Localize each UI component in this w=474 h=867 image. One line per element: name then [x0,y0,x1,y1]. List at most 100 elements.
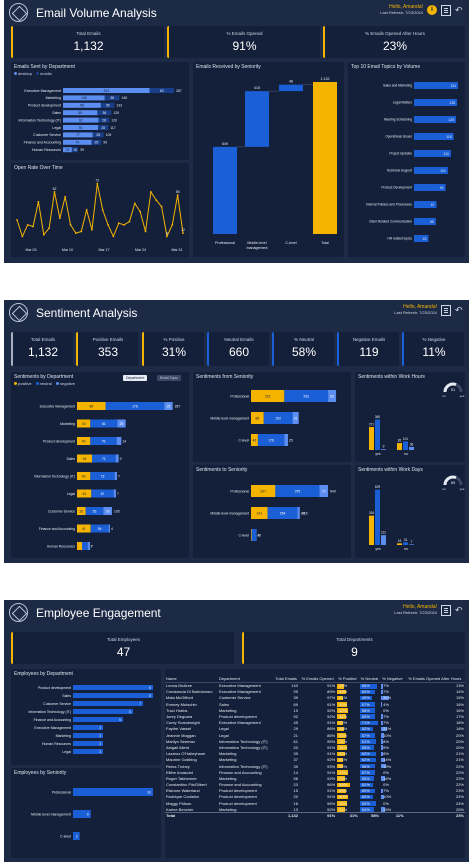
table-row[interactable]: Constancia Di Bartolomeo Executive Manage… [165,689,465,695]
neu-value: 40 [257,533,261,537]
back-arrow-icon[interactable]: ↶ [455,305,463,315]
column-header[interactable]: % Emails Opened [299,675,337,683]
kpi-value: 1,132 [27,345,59,359]
neu-value: 375 [295,489,301,493]
dept-bars: Executive Management 224 63 287 Marketing 108… [18,88,182,153]
table-row[interactable]: Mala McGifford Customer Service 39 97% 21% 49… [165,695,465,701]
neg-bar [103,507,112,515]
document-icon[interactable] [441,304,451,316]
kpi-label: % Positive [163,337,185,342]
table-cell: 91% [327,769,336,775]
table-cell: 143 [291,683,298,689]
topic-label: Client Related Communication [369,220,412,224]
table-cell: 16% [455,701,464,707]
email-volume-panel: Email Volume Analysis Hello, Amanda! Last… [4,0,469,263]
panel-header: Employee Engagement Hello, Amanda! Last R… [4,600,469,625]
table-cell: 58% [359,763,380,769]
pct-bar [337,702,348,707]
cell-value: 65% [361,683,370,689]
table-row[interactable]: Elithe Amaudot Finance and Accounting 14 91… [165,769,465,775]
desktop-bar [63,125,99,130]
total-value: 125 [113,111,119,115]
pct-bar [359,684,377,689]
table-row[interactable]: Maurine Gobbing Marketing 37 92% 24% 62% 14% 21… [165,757,465,763]
dept-label: Information Technology (IT) [18,118,61,122]
table-row[interactable]: Jeannie Moggan Legal 21 86% 33% 57% 10% 20% [165,732,465,738]
column-header[interactable]: % Negative [380,675,405,683]
back-arrow-icon[interactable]: ↶ [455,5,463,15]
cell-value: 9% [383,744,389,750]
work-hours-chart: Sentiments within Work Hours 271 360 9 yes 8… [355,372,465,462]
column-header[interactable]: Department [217,675,274,683]
table-row[interactable]: Abigail Allerd Information Technology (IT… [165,744,465,750]
table-cell: 95% [327,738,336,744]
table-row[interactable]: Rodrique Coulston Product development 20 91… [165,794,465,800]
sentiment-dept-bars: Executive Management 86 176 25 287 Marketing 4… [34,402,181,550]
group-bar [403,542,408,545]
back-arrow-icon[interactable]: ↶ [455,605,463,615]
table-row[interactable]: Jorey Deguara Product development 92 92% 34%… [165,713,465,719]
bar-value: 360 [375,415,381,419]
logo-icon [9,3,28,22]
table-cell: 54% [359,806,380,812]
table-cell: 99 [293,689,298,695]
pos-value: 41 [82,527,86,531]
column-header[interactable]: Total Emails [273,675,299,683]
cell-value: 57% [361,769,370,775]
row-label: Customer Service [48,509,75,513]
row-label: Middle level management [31,812,71,816]
x-label: management [247,246,268,250]
panel-header: Sentiment Analysis Hello, Amanda! Last Re… [4,300,469,325]
table-row[interactable]: Reina Trobey Information Technology (IT) 3… [165,763,465,769]
table-cell: Information Technology (IT) [218,744,268,750]
topic-bar [414,116,456,123]
desktop-value: 91 [79,126,83,130]
column-header[interactable]: % Positive [336,675,359,683]
toggle-department[interactable]: Department [123,375,148,381]
document-icon[interactable] [441,4,451,16]
column-header[interactable]: Name [165,675,218,683]
value-bar [73,788,153,796]
bar-value: 3 [99,750,101,754]
topic-label: Legal Matters [393,101,413,105]
table-row[interactable]: Leona McAree Executive Management 143 91% 28… [165,683,465,689]
document-icon[interactable] [441,604,451,616]
open-rate-point [69,223,72,226]
table-row[interactable]: Faythe Vassel Legal 29 86% 28% 52% 21% 18% [165,726,465,732]
total-value: 120 [111,118,117,122]
table-cell: 15 [293,788,298,794]
table-row[interactable]: Corey Scandwright Executive Management 45 9… [165,720,465,726]
table-row[interactable]: Elsinore Waterland Product development 15 9… [165,788,465,794]
info-icon[interactable]: i [427,5,437,15]
pct-bar [381,714,383,719]
value-bar [73,693,153,698]
table-row[interactable]: Marilyn Seeman Information Technology (IT… [165,738,465,744]
table-row[interactable]: Emmey Mutschin Sales 69 91% 39% 57% 4% 16% [165,701,465,707]
neg-bar [292,412,299,424]
pct-bar [337,807,346,812]
topic-value: 101 [440,169,446,173]
cell-value: 28% [339,726,348,732]
table-row[interactable]: Karine Bencher Marketing 13 92% 31% 54% 15% 25% [165,806,465,812]
toggle-email-topic[interactable]: Email Topic [157,375,181,381]
mobile-value: 36 [102,111,106,115]
table-row[interactable]: Maggy Pidson Product development 16 96% 38% 6… [165,800,465,806]
bar-value: 7 [139,702,141,706]
total-value: 287 [175,404,181,408]
column-header[interactable]: % Emails Opened After Hours [404,675,465,683]
table-cell: 22% [336,763,359,769]
table-cell: 21% [455,757,464,763]
table-row[interactable]: Traci Hobbs Marketing 19 92% 42% 58% 0% 16% [165,707,465,713]
table-cell: 20% [455,738,464,744]
table-cell: Constantino FitzGilbert [166,782,207,788]
table-cell: 56 [293,775,298,781]
column-header[interactable]: % Neutral [358,675,381,683]
table-row[interactable]: Constantino FitzGilbert Finance and Accou… [165,782,465,788]
table-cell: Reina Trobey [166,763,190,769]
open-rate-point [101,209,104,211]
table-cell: 1,132 [273,811,299,819]
last-refresh: Last Refresh: 7/23/2024 [380,10,423,15]
table-row[interactable]: Roger Tabbenner Marketing 56 92% 29% 55% 16% 22… [165,775,465,781]
table-cell: 33% [336,689,359,695]
table-row[interactable]: Lazarus O'Halleyhane Marketing 39 91% 30% 62%… [165,751,465,757]
